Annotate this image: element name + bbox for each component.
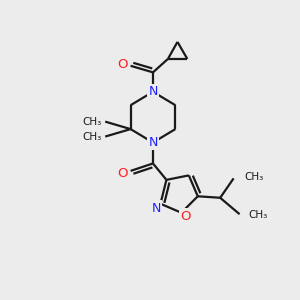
Text: O: O xyxy=(117,167,128,180)
Text: O: O xyxy=(117,58,128,70)
Text: O: O xyxy=(181,210,191,223)
Text: CH₃: CH₃ xyxy=(244,172,263,182)
Text: CH₃: CH₃ xyxy=(82,132,101,142)
Text: N: N xyxy=(148,136,158,149)
Text: CH₃: CH₃ xyxy=(82,117,101,127)
Text: N: N xyxy=(148,85,158,98)
Text: CH₃: CH₃ xyxy=(248,210,268,220)
Text: N: N xyxy=(151,202,161,215)
